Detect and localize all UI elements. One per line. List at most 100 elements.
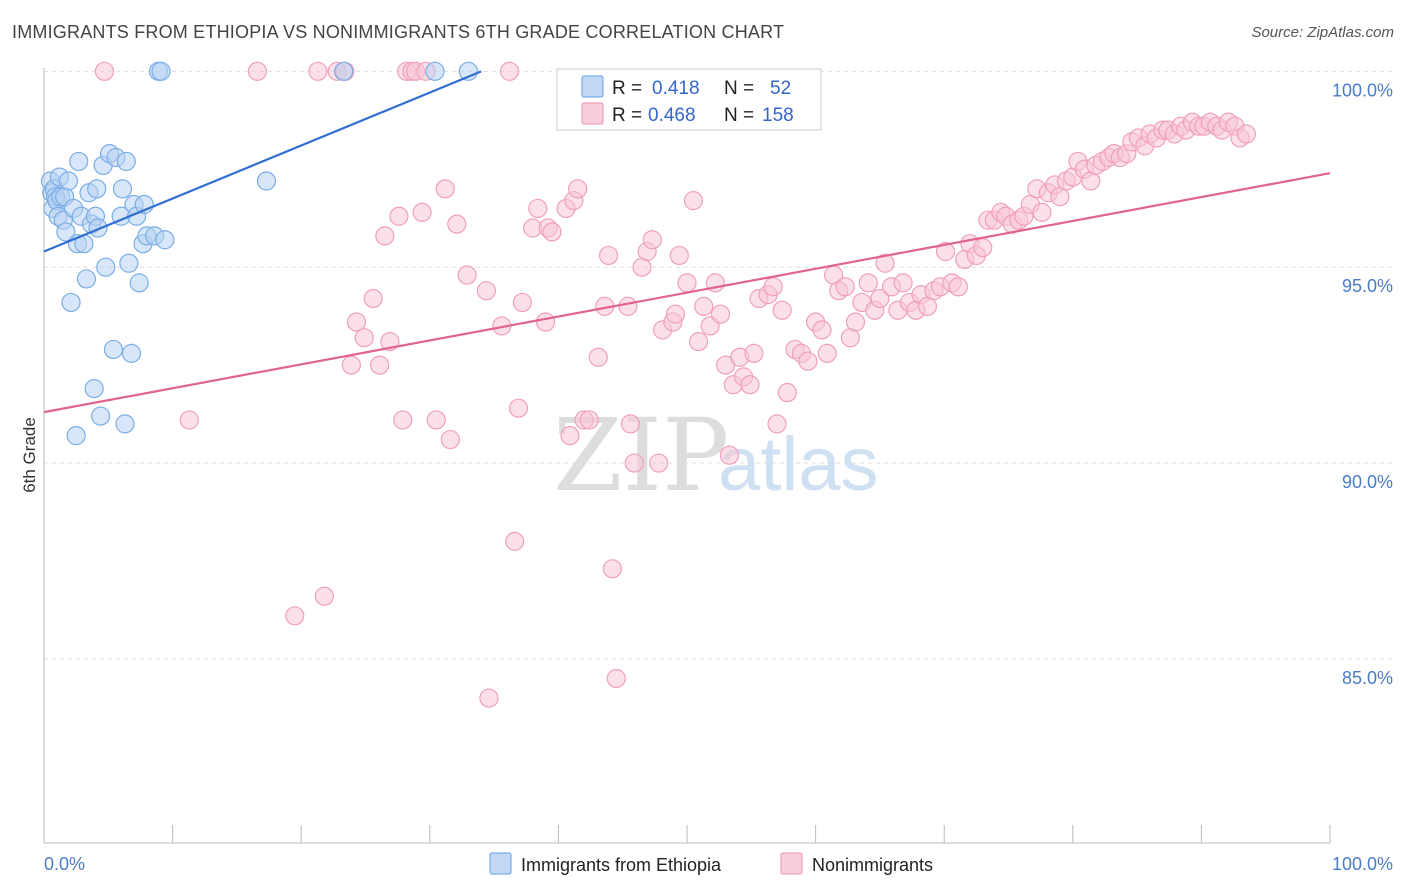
point-nonimmigrants-26 — [457, 265, 477, 285]
bottom-legend-swatch-nonimmigrants — [780, 852, 803, 875]
point-nonimmigrants-83 — [798, 351, 818, 371]
point-nonimmigrants-69 — [719, 445, 740, 465]
point-nonimmigrants-55 — [642, 230, 662, 250]
point-ethiopia-35 — [115, 414, 135, 434]
watermark-atlas: atlas — [718, 422, 879, 507]
y-tick-label-100: 100.0% — [1332, 80, 1393, 100]
series-legend: Immigrants from Ethiopia Nonimmigrants — [489, 852, 933, 875]
point-nonimmigrants-15 — [389, 206, 409, 226]
point-ethiopia-47 — [151, 61, 171, 81]
point-nonimmigrants-8 — [341, 355, 361, 375]
point-nonimmigrants-73 — [740, 375, 760, 395]
point-ethiopia-17 — [69, 151, 89, 172]
trendline-nonimmigrants — [43, 172, 1331, 414]
point-nonimmigrants-33 — [512, 292, 532, 313]
point-nonimmigrants-91 — [845, 312, 866, 332]
point-nonimmigrants-112 — [973, 238, 993, 258]
point-nonimmigrants-122 — [1032, 202, 1052, 222]
point-ethiopia-41 — [129, 273, 149, 293]
point-nonimmigrants-0 — [94, 61, 115, 81]
point-ethiopia-25 — [87, 179, 107, 199]
legend-n-label-nonimmigrants: N = — [724, 105, 754, 126]
point-nonimmigrants-38 — [542, 222, 562, 242]
point-nonimmigrants-93 — [858, 273, 878, 293]
point-nonimmigrants-49 — [606, 668, 626, 689]
point-nonimmigrants-95 — [870, 288, 890, 309]
point-ethiopia-26 — [88, 218, 108, 238]
point-ethiopia-12 — [58, 171, 79, 191]
legend-n-label-ethiopia: N = — [724, 78, 754, 99]
point-nonimmigrants-99 — [893, 273, 913, 293]
point-nonimmigrants-42 — [568, 179, 588, 199]
point-nonimmigrants-56 — [649, 453, 669, 473]
point-ethiopia-36 — [116, 151, 136, 172]
point-nonimmigrants-78 — [767, 414, 787, 434]
x-tick-label-max: 100.0% — [1332, 854, 1393, 874]
point-nonimmigrants-31 — [505, 531, 525, 551]
point-ethiopia-38 — [121, 343, 142, 363]
point-nonimmigrants-108 — [948, 277, 968, 297]
trendline-ethiopia — [43, 70, 482, 253]
legend-swatch-ethiopia — [581, 75, 604, 98]
point-ethiopia-15 — [66, 426, 86, 446]
legend-r-value-ethiopia: 0.418 — [652, 78, 700, 99]
point-nonimmigrants-59 — [665, 304, 686, 324]
point-nonimmigrants-23 — [435, 179, 455, 199]
legend-r-label-nonimmigrants: R = — [612, 105, 642, 126]
point-ethiopia-20 — [76, 269, 97, 289]
bottom-legend-label-ethiopia: Immigrants from Ethiopia — [521, 855, 722, 875]
point-ethiopia-37 — [119, 253, 139, 273]
chart-title: IMMIGRANTS FROM ETHIOPIA VS NONIMMIGRANT… — [12, 22, 785, 42]
trendlines — [43, 70, 1331, 414]
point-nonimmigrants-96 — [875, 253, 895, 273]
chart-source: Source: ZipAtlas.com — [1251, 24, 1394, 41]
points-ethiopia — [40, 61, 478, 446]
point-ethiopia-50 — [334, 61, 354, 81]
point-nonimmigrants-156 — [1236, 124, 1257, 144]
point-nonimmigrants-24 — [440, 429, 460, 450]
point-ethiopia-48 — [155, 230, 175, 250]
point-nonimmigrants-4 — [308, 61, 328, 81]
point-nonimmigrants-48 — [602, 559, 623, 579]
legend-r-value-nonimmigrants: 0.468 — [648, 105, 696, 126]
point-nonimmigrants-25 — [447, 214, 467, 234]
point-ethiopia-31 — [103, 339, 124, 360]
bottom-legend-label-nonimmigrants: Nonimmigrants — [812, 855, 933, 875]
legend-n-value-nonimmigrants: 158 — [762, 105, 794, 126]
point-nonimmigrants-80 — [777, 382, 797, 403]
point-nonimmigrants-13 — [375, 226, 395, 246]
point-nonimmigrants-45 — [588, 347, 608, 367]
point-nonimmigrants-22 — [426, 410, 446, 430]
point-nonimmigrants-9 — [346, 312, 367, 332]
point-nonimmigrants-32 — [508, 398, 529, 418]
point-nonimmigrants-28 — [479, 688, 499, 708]
point-nonimmigrants-52 — [624, 453, 644, 473]
point-nonimmigrants-27 — [476, 281, 496, 301]
point-ethiopia-27 — [90, 406, 111, 426]
point-nonimmigrants-50 — [618, 296, 638, 316]
point-nonimmigrants-51 — [620, 414, 641, 434]
point-nonimmigrants-44 — [579, 410, 599, 430]
point-nonimmigrants-67 — [710, 304, 731, 324]
x-tick-label-min: 0.0% — [44, 854, 85, 874]
point-nonimmigrants-2 — [247, 61, 268, 81]
point-nonimmigrants-77 — [763, 277, 783, 297]
y-tick-label-90: 90.0% — [1342, 472, 1393, 492]
point-nonimmigrants-1 — [179, 410, 199, 430]
point-nonimmigrants-89 — [835, 277, 855, 297]
point-ethiopia-13 — [61, 292, 81, 313]
point-nonimmigrants-20 — [412, 202, 432, 222]
point-nonimmigrants-30 — [499, 61, 520, 81]
y-axis-tick-labels: 85.0% 90.0% 95.0% 100.0% — [1332, 80, 1393, 688]
legend-r-label-ethiopia: R = — [612, 78, 642, 99]
point-ethiopia-34 — [112, 179, 133, 199]
y-tick-label-85: 85.0% — [1342, 668, 1393, 688]
stats-legend: R = 0.418 N = 52 R = 0.468 N = 158 — [556, 68, 822, 131]
point-nonimmigrants-36 — [535, 312, 556, 332]
point-nonimmigrants-11 — [363, 288, 383, 309]
point-nonimmigrants-62 — [683, 191, 704, 211]
point-nonimmigrants-35 — [528, 198, 548, 219]
points-nonimmigrants — [94, 61, 1257, 708]
y-tick-label-95: 95.0% — [1342, 276, 1393, 296]
point-nonimmigrants-3 — [285, 606, 305, 626]
